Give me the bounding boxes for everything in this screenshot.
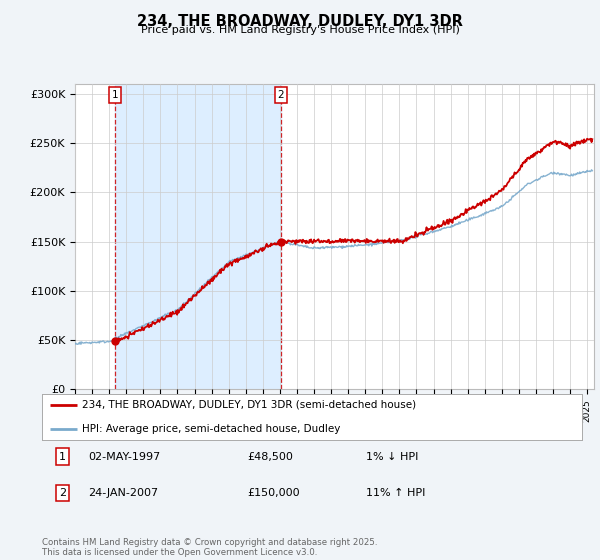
Bar xyxy=(115,84,281,389)
Text: £150,000: £150,000 xyxy=(247,488,300,498)
Text: 24-JAN-2007: 24-JAN-2007 xyxy=(88,488,158,498)
Text: 11% ↑ HPI: 11% ↑ HPI xyxy=(366,488,425,498)
Text: £48,500: £48,500 xyxy=(247,451,293,461)
Text: 1: 1 xyxy=(59,451,66,461)
Text: HPI: Average price, semi-detached house, Dudley: HPI: Average price, semi-detached house,… xyxy=(83,423,341,433)
Text: 1: 1 xyxy=(112,90,118,100)
Text: 02-MAY-1997: 02-MAY-1997 xyxy=(88,451,160,461)
Text: 234, THE BROADWAY, DUDLEY, DY1 3DR: 234, THE BROADWAY, DUDLEY, DY1 3DR xyxy=(137,14,463,29)
Text: Contains HM Land Registry data © Crown copyright and database right 2025.
This d: Contains HM Land Registry data © Crown c… xyxy=(42,538,377,557)
Text: 2: 2 xyxy=(59,488,66,498)
Text: 234, THE BROADWAY, DUDLEY, DY1 3DR (semi-detached house): 234, THE BROADWAY, DUDLEY, DY1 3DR (semi… xyxy=(83,400,416,410)
Text: 1% ↓ HPI: 1% ↓ HPI xyxy=(366,451,418,461)
Text: Price paid vs. HM Land Registry's House Price Index (HPI): Price paid vs. HM Land Registry's House … xyxy=(140,25,460,35)
Text: 2: 2 xyxy=(278,90,284,100)
